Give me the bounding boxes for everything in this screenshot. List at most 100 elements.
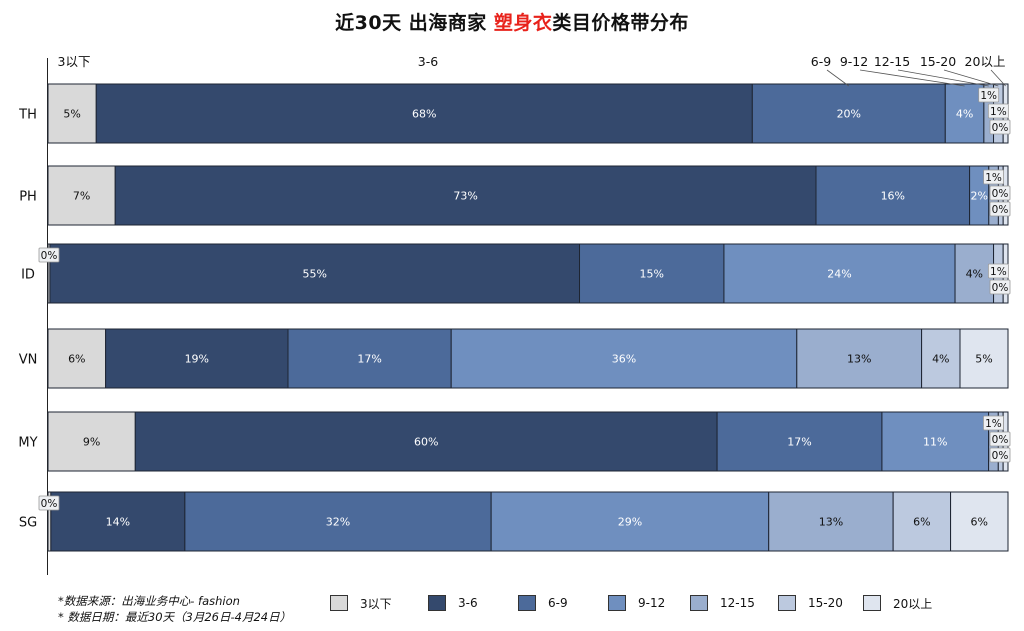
data-label-sg-4: 29% [618, 516, 642, 529]
legend-item-2: 3-6 [428, 594, 478, 612]
legend-item-6: 15-20 [778, 594, 843, 612]
legend-label-6: 15-20 [808, 596, 843, 610]
data-label-sg-2: 14% [106, 516, 130, 529]
header-label-5: 12-15 [874, 54, 910, 69]
bar-id-2 [49, 243, 581, 304]
legend-label-7: 20以上 [893, 596, 933, 611]
data-label-box-my-5 [983, 415, 1004, 431]
data-label-box-my-6 [989, 431, 1011, 447]
legend-label-5: 12-15 [720, 596, 755, 610]
data-label-sg-1: 0% [41, 498, 58, 510]
bar-id-4 [723, 243, 956, 304]
legend-label-1: 3以下 [360, 596, 392, 611]
data-label-ph-3: 16% [881, 190, 905, 203]
header-leader-3 [826, 69, 850, 87]
bar-my-3 [716, 411, 883, 472]
header-leader-6 [943, 69, 999, 87]
legend-label-3: 6-9 [548, 596, 568, 610]
data-label-ph-5: 1% [985, 172, 1002, 184]
data-label-th-2: 68% [412, 108, 436, 121]
legend-swatch-4 [608, 595, 626, 611]
data-label-box-ph-7 [989, 201, 1011, 217]
data-label-sg-5: 13% [819, 516, 843, 529]
data-label-my-4: 11% [923, 436, 947, 449]
bar-vn-2 [105, 328, 289, 389]
bar-id-5 [954, 243, 995, 304]
data-label-id-2: 55% [302, 268, 326, 281]
data-label-id-6: 1% [990, 266, 1007, 278]
data-label-id-3: 15% [640, 268, 664, 281]
data-label-id-1: 0% [41, 250, 58, 262]
legend-swatch-2 [428, 595, 446, 611]
data-label-box-th-6 [987, 103, 1009, 119]
bar-sg-2 [50, 491, 186, 552]
legend-swatch-7 [863, 595, 881, 611]
bar-sg-6 [892, 491, 952, 552]
header-label-7: 20以上 [965, 54, 1006, 69]
legend-swatch-1 [330, 595, 348, 611]
footnote: *数据来源：出海业务中心- fashion * 数据日期：最近30天（3月26日… [58, 593, 291, 625]
category-label-sg: SG [19, 516, 37, 531]
data-label-sg-6: 6% [913, 516, 930, 529]
data-label-ph-6: 0% [992, 188, 1009, 200]
category-label-my: MY [18, 436, 37, 451]
data-label-box-id-7 [989, 279, 1011, 295]
data-label-my-3: 17% [787, 436, 811, 449]
data-label-vn-5: 13% [847, 353, 871, 366]
bar-vn-4 [450, 328, 798, 389]
bar-th-1 [47, 83, 97, 144]
data-label-id-4: 24% [827, 268, 851, 281]
legend-label-2: 3-6 [458, 596, 478, 610]
data-label-vn-4: 36% [612, 353, 636, 366]
category-label-th: TH [18, 108, 37, 123]
data-label-vn-6: 4% [932, 353, 949, 366]
header-label-2: 3-6 [418, 54, 438, 69]
data-label-th-4: 4% [956, 108, 973, 121]
data-label-th-1: 5% [63, 108, 80, 121]
bar-sg-5 [768, 491, 894, 552]
data-label-vn-2: 19% [185, 353, 209, 366]
category-label-vn: VN [19, 353, 38, 368]
bar-ph-2 [114, 165, 817, 226]
bar-vn-6 [921, 328, 961, 389]
chart-title-after: 类目价格带分布 [552, 12, 689, 34]
data-label-my-2: 60% [414, 436, 438, 449]
data-label-box-th-7 [989, 119, 1011, 135]
header-label-6: 15-20 [920, 54, 956, 69]
header-leader-5 [897, 69, 989, 87]
data-label-ph-7: 0% [992, 204, 1009, 216]
data-label-th-7: 0% [992, 122, 1009, 134]
data-label-box-id-1 [38, 247, 60, 263]
legend-item-3: 6-9 [518, 594, 568, 612]
header-label-3: 6-9 [811, 54, 831, 69]
legend-item-1: 3以下 [330, 594, 392, 612]
footnote-source: *数据来源：出海业务中心- fashion [58, 594, 240, 608]
data-label-id-5: 4% [966, 268, 983, 281]
data-label-th-3: 20% [837, 108, 861, 121]
data-label-vn-3: 17% [357, 353, 381, 366]
header-leader-7 [990, 69, 1006, 87]
header-leader-4 [859, 69, 965, 87]
data-label-box-sg-1 [38, 495, 60, 511]
legend-item-5: 12-15 [690, 594, 755, 612]
data-label-sg-7: 6% [971, 516, 988, 529]
chart-title: 近30天 出海商家 塑身衣类目价格带分布 [0, 8, 1024, 35]
data-label-vn-7: 5% [975, 353, 992, 366]
data-label-th-5: 1% [980, 90, 997, 102]
bar-my-4 [881, 411, 990, 472]
chart-title-before: 近30天 出海商家 [335, 12, 494, 34]
bar-sg-7 [950, 491, 1009, 552]
data-label-ph-2: 73% [453, 190, 477, 203]
chart-title-highlight: 塑身衣 [493, 12, 553, 34]
data-label-th-6: 1% [990, 106, 1007, 118]
data-label-box-th-5 [978, 87, 1000, 103]
legend-item-7: 20以上 [863, 594, 932, 612]
data-label-box-ph-6 [989, 185, 1011, 201]
data-label-id-7: 0% [992, 282, 1009, 294]
data-label-ph-4: 2% [970, 190, 987, 203]
data-label-sg-3: 32% [326, 516, 350, 529]
bar-sg-3 [184, 491, 492, 552]
legend-swatch-5 [690, 595, 708, 611]
legend-swatch-3 [518, 595, 536, 611]
data-label-my-6: 0% [992, 434, 1009, 446]
